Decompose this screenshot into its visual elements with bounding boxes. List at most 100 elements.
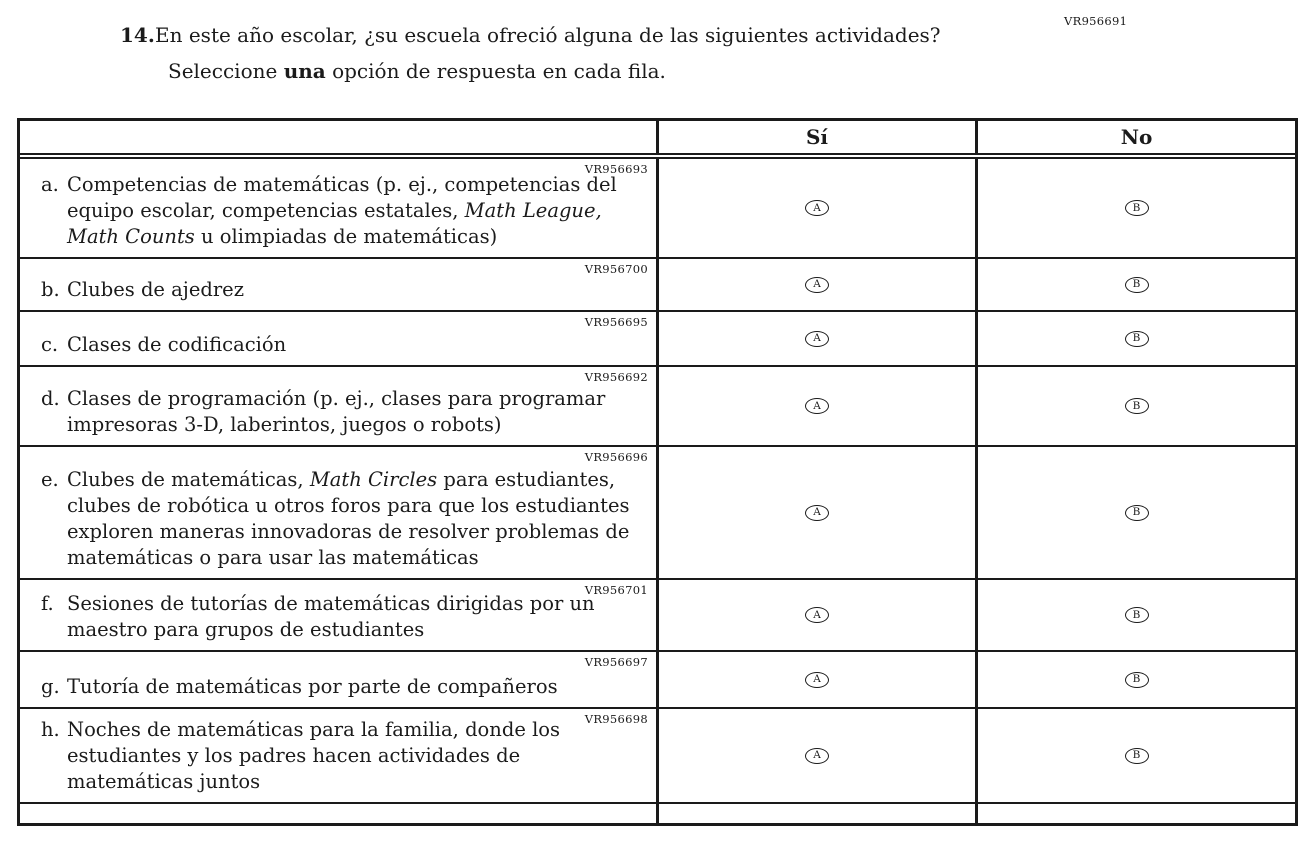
option-b-bubble[interactable]: B — [1124, 747, 1149, 764]
yes-cell-f: A — [659, 580, 978, 650]
activity-text-pre: Tutoría de matemáticas por parte de comp… — [67, 675, 558, 698]
yes-cell-d: A — [659, 367, 978, 445]
activity-cell-c: VR956695 c. Clases de codificación — [20, 312, 659, 365]
option-b-bubble[interactable]: B — [1124, 398, 1149, 414]
option-a-bubble[interactable]: A — [805, 330, 829, 347]
table-row-g: VR956697 g. Tutoría de matemáticas por p… — [20, 652, 1295, 709]
row-letter-f: f. — [41, 592, 54, 615]
row-letter-a: a. — [41, 173, 59, 196]
option-a-bubble[interactable]: A — [805, 276, 829, 293]
option-b-bubble[interactable]: B — [1124, 671, 1149, 688]
no-cell-e: B — [978, 447, 1295, 578]
question-instruction: Seleccione una opción de respuesta en ca… — [168, 58, 1020, 85]
activity-cell-h: VR956698 h. Noches de matemáticas para l… — [20, 709, 659, 802]
table-header-row: Sí No — [20, 121, 1295, 159]
row-code-e: VR956696 — [584, 450, 648, 464]
row-letter-c: c. — [41, 333, 59, 356]
activity-cell-e: VR956696 e. Clubes de matemáticas, Math … — [20, 447, 659, 578]
activity-text-g: g. Tutoría de matemáticas por parte de c… — [20, 674, 656, 707]
question-code: VR956691 — [1064, 14, 1128, 28]
activity-text-pre: Competencias de matemáticas (p. ej., com… — [67, 173, 617, 222]
question-block: 14. En este año escolar, ¿su escuela ofr… — [120, 22, 1020, 85]
activity-text-c: c. Clases de codificación — [20, 332, 656, 365]
instruction-bold: una — [283, 59, 326, 83]
row-letter-e: e. — [41, 468, 59, 491]
activity-text-italic: Math Circles — [309, 468, 438, 491]
activity-text-post: u olimpiadas de matemáticas) — [194, 225, 498, 248]
row-code-g: VR956697 — [584, 655, 648, 669]
row-code-a: VR956693 — [584, 162, 648, 176]
option-a-bubble[interactable]: A — [805, 504, 829, 521]
question-number: 14. — [120, 23, 155, 47]
option-b-bubble[interactable]: B — [1124, 504, 1149, 521]
header-cell-no: No — [978, 121, 1295, 153]
row-code-b: VR956700 — [584, 262, 648, 276]
activity-cell-g: VR956697 g. Tutoría de matemáticas por p… — [20, 652, 659, 707]
row-letter-g: g. — [41, 675, 60, 698]
activity-text-pre: Clubes de matemáticas, — [67, 468, 310, 491]
yes-cell-b: A — [659, 259, 978, 310]
instruction-pre: Seleccione — [168, 59, 284, 83]
row-code-h: VR956698 — [584, 712, 648, 726]
table-row-d: VR956692 d. Clases de programación (p. e… — [20, 367, 1295, 447]
yes-cell-g: A — [659, 652, 978, 707]
activity-cell-f: VR956701 f. Sesiones de tutorías de mate… — [20, 580, 659, 650]
option-b-bubble[interactable]: B — [1124, 330, 1149, 347]
no-cell-f: B — [978, 580, 1295, 650]
table-row-h: VR956698 h. Noches de matemáticas para l… — [20, 709, 1295, 804]
table-row-partial — [20, 804, 1295, 826]
activity-text-f: f. Sesiones de tutorías de matemáticas d… — [20, 591, 656, 650]
no-cell-c: B — [978, 312, 1295, 365]
row-letter-d: d. — [41, 387, 60, 410]
table-row-a: VR956693 a. Competencias de matemáticas … — [20, 159, 1295, 259]
activity-text-pre: Clubes de ajedrez — [67, 278, 244, 301]
table-row-f: VR956701 f. Sesiones de tutorías de mate… — [20, 580, 1295, 652]
activity-text-pre: Noches de matemáticas para la familia, d… — [67, 718, 561, 793]
option-b-bubble[interactable]: B — [1124, 276, 1149, 293]
no-cell-a: B — [978, 159, 1295, 257]
instruction-post: opción de respuesta en cada fila. — [325, 59, 666, 83]
activity-text-pre: Clases de programación (p. ej., clases p… — [67, 387, 606, 436]
table-row-b: VR956700 b. Clubes de ajedrez A B — [20, 259, 1295, 312]
yes-cell-a: A — [659, 159, 978, 257]
activity-text-a: a. Competencias de matemáticas (p. ej., … — [20, 172, 656, 257]
table-row-e: VR956696 e. Clubes de matemáticas, Math … — [20, 447, 1295, 580]
no-cell-g: B — [978, 652, 1295, 707]
table-row-c: VR956695 c. Clases de codificación A B — [20, 312, 1295, 367]
option-b-bubble[interactable]: B — [1124, 200, 1149, 216]
header-label-no: No — [1120, 125, 1153, 149]
activity-text-pre: Sesiones de tutorías de matemáticas diri… — [67, 592, 595, 641]
row-code-f: VR956701 — [584, 583, 648, 597]
option-a-bubble[interactable]: A — [805, 747, 829, 764]
activity-text-e: e. Clubes de matemáticas, Math Circles p… — [20, 467, 656, 578]
activity-text-italic: Math League, Math Counts — [67, 199, 602, 248]
option-a-bubble[interactable]: A — [805, 671, 829, 688]
option-a-bubble[interactable]: A — [805, 200, 829, 216]
activity-text-h: h. Noches de matemáticas para la familia… — [20, 717, 656, 802]
yes-cell-e: A — [659, 447, 978, 578]
row-letter-b: b. — [41, 278, 60, 301]
activity-text-d: d. Clases de programación (p. ej., clase… — [20, 386, 656, 445]
option-b-bubble[interactable]: B — [1124, 607, 1149, 623]
response-table: Sí No VR956693 a. Competencias de matemá… — [17, 118, 1298, 826]
row-code-c: VR956695 — [584, 315, 648, 329]
activity-text-pre: Clases de codificación — [67, 333, 287, 356]
no-cell-b: B — [978, 259, 1295, 310]
yes-cell-c: A — [659, 312, 978, 365]
question-text: En este año escolar, ¿su escuela ofreció… — [155, 23, 941, 47]
option-a-bubble[interactable]: A — [805, 607, 829, 623]
no-cell-d: B — [978, 367, 1295, 445]
row-letter-h: h. — [41, 718, 60, 741]
row-code-d: VR956692 — [584, 370, 648, 384]
activity-text-b: b. Clubes de ajedrez — [20, 277, 656, 310]
header-label-yes: Sí — [805, 125, 829, 149]
header-cell-activity — [20, 121, 659, 153]
yes-cell-h: A — [659, 709, 978, 802]
activity-cell-d: VR956692 d. Clases de programación (p. e… — [20, 367, 659, 445]
activity-cell-a: VR956693 a. Competencias de matemáticas … — [20, 159, 659, 257]
option-a-bubble[interactable]: A — [805, 398, 829, 414]
activity-text-post: para estudiantes, clubes de robótica u o… — [67, 468, 630, 569]
no-cell-h: B — [978, 709, 1295, 802]
header-cell-yes: Sí — [659, 121, 978, 153]
